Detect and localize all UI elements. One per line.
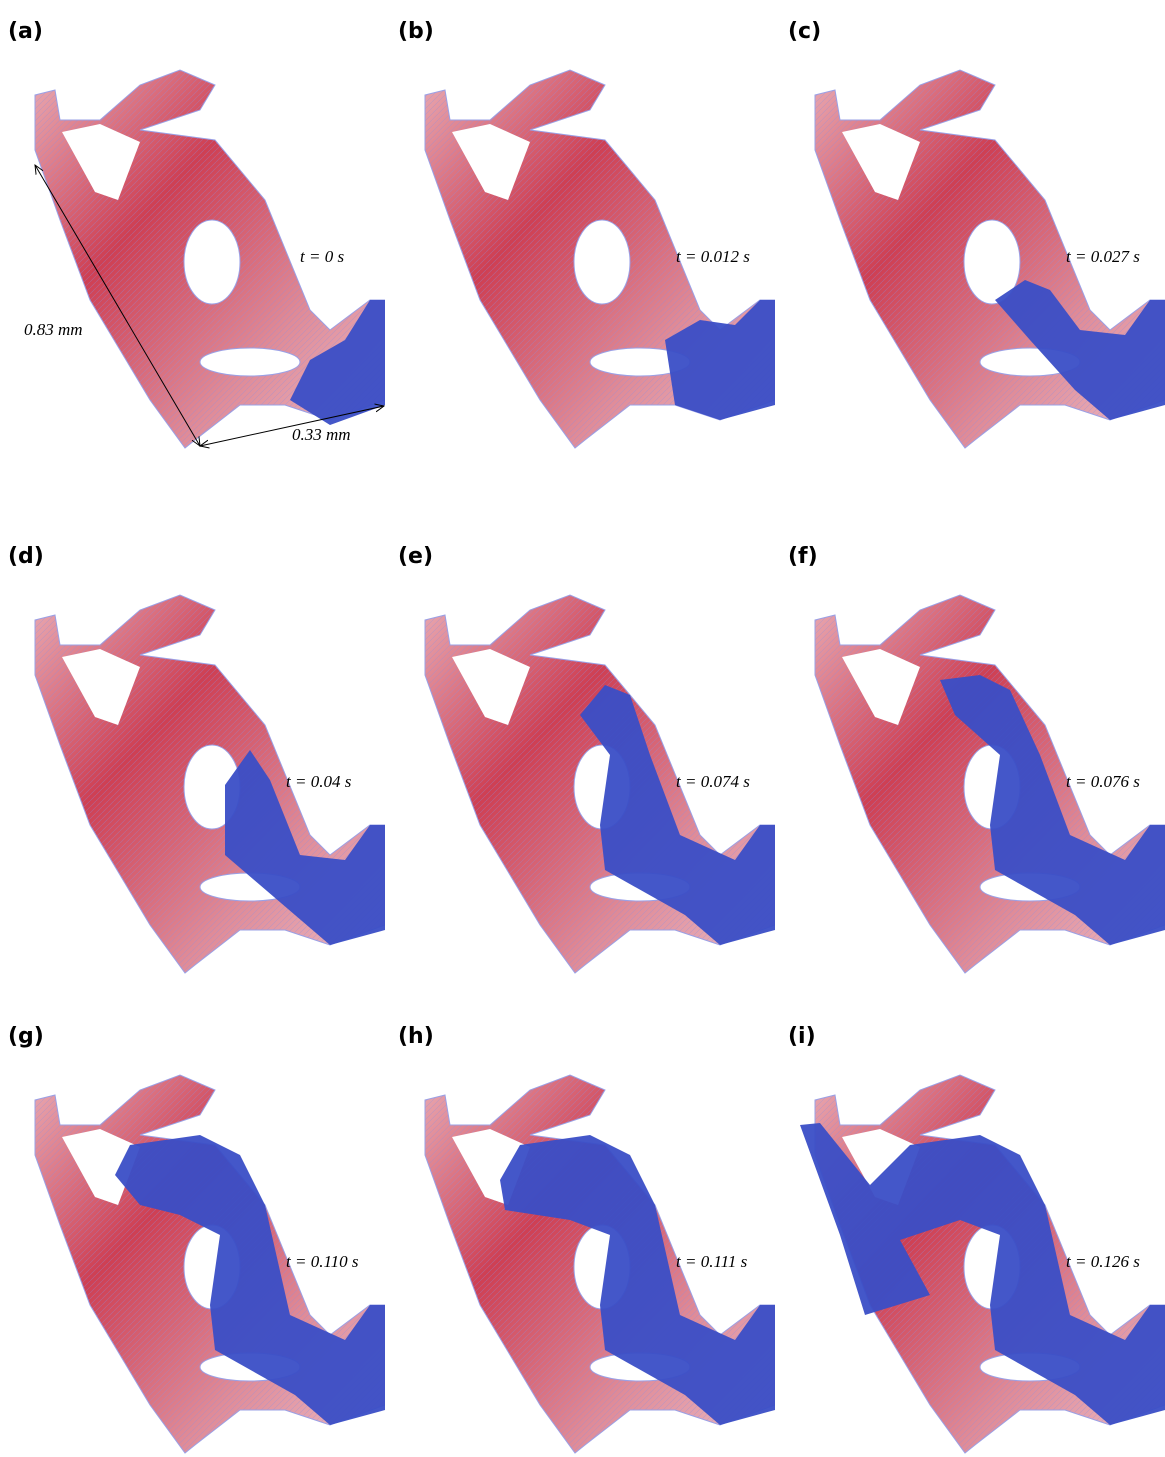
time-label: t = 0.111 s [676,1252,748,1271]
time-label: t = 0.04 s [286,772,352,791]
time-label: t = 0.027 s [1066,247,1140,266]
dimension-label: 0.83 mm [24,320,83,339]
time-label: t = 0.076 s [1066,772,1140,791]
panel: (a) t = 0 s 0.83 mm 0.33 mm [0,0,385,450]
panel: (d) t = 0.04 s [0,525,385,975]
panel: (e) t = 0.074 s [390,525,775,975]
panel-label: (a) [8,19,43,44]
panel-label: (g) [8,1024,44,1049]
panel-label: (h) [398,1024,434,1049]
time-label: t = 0.126 s [1066,1252,1140,1271]
panel-label: (c) [788,19,821,44]
time-label: t = 0.110 s [286,1252,359,1271]
pore-hole [200,348,300,376]
time-label: t = 0 s [300,247,344,266]
pore-hole [574,220,630,304]
pore-hole [184,220,240,304]
panel-label: (e) [398,544,433,569]
time-label: t = 0.012 s [676,247,750,266]
figure: (() => { const data = JSON.parse(documen… [0,0,1165,1457]
panel: (i) t = 0.126 s [780,1005,1165,1455]
time-label: t = 0.074 s [676,772,750,791]
panel: (h) t = 0.111 s [390,1005,775,1455]
panel: (f) t = 0.076 s [780,525,1165,975]
panel-label: (f) [788,544,818,569]
panel-label: (d) [8,544,44,569]
panel: (b) t = 0.012 s [390,0,775,450]
panel-label: (b) [398,19,434,44]
panel-label: (i) [788,1024,816,1049]
panel: (c) t = 0.027 s [780,0,1165,450]
panel: (g) t = 0.110 s [0,1005,385,1455]
dimension-label: 0.33 mm [292,425,351,444]
